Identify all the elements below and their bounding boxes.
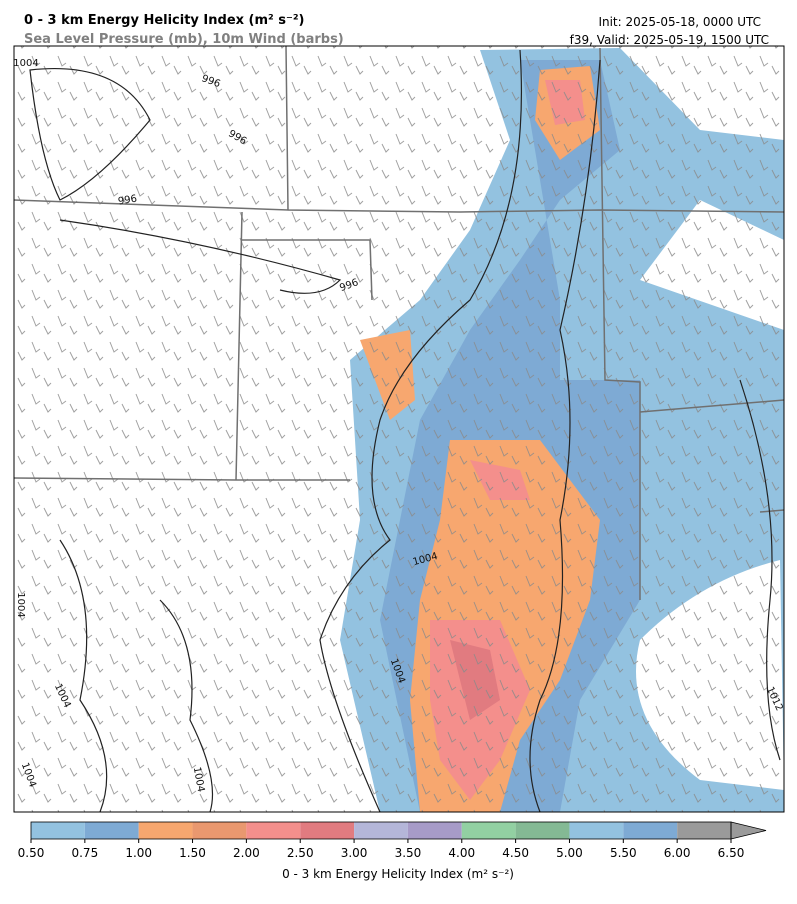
colorbar-tick-label: 1.00 xyxy=(125,846,152,860)
colorbar-label: 0 - 3 km Energy Helicity Index (m² s⁻²) xyxy=(282,867,514,881)
colorbar-extension xyxy=(730,821,767,840)
colorbar-segment xyxy=(515,822,570,839)
colorbar-segment xyxy=(354,822,408,839)
valid-time: f39, Valid: 2025-05-19, 1500 UTC xyxy=(570,33,769,47)
colorbar-tick-label: 0.75 xyxy=(71,846,98,860)
state-borders xyxy=(14,46,784,600)
colorbar-tick-label: 5.50 xyxy=(610,846,637,860)
colorbar-tick-label: 5.00 xyxy=(556,846,583,860)
colorbar-frame xyxy=(30,821,732,840)
map-frame xyxy=(13,45,785,813)
colorbar-tick-label: 4.50 xyxy=(502,846,529,860)
colorbar-segment xyxy=(677,822,731,839)
colorbar-tick-label: 2.50 xyxy=(287,846,314,860)
colorbar-segment xyxy=(623,822,678,839)
colorbar-segment xyxy=(300,822,355,839)
contour-label: 1004 xyxy=(191,766,206,793)
contour-label: 1004 xyxy=(13,58,38,69)
colorbar-tick-label: 6.50 xyxy=(718,846,745,860)
colorbar-segment xyxy=(407,822,462,839)
contour-label: 996 xyxy=(117,193,138,207)
colorbar-tick-label: 3.00 xyxy=(341,846,368,860)
colorbar-segment xyxy=(192,822,247,839)
subtitle: Sea Level Pressure (mb), 10m Wind (barbs… xyxy=(24,32,344,47)
colorbar-segment xyxy=(138,822,193,839)
colorbar-segment xyxy=(31,822,85,839)
colorbar-tick-label: 3.50 xyxy=(395,846,422,860)
colorbar-tick-label: 0.50 xyxy=(18,846,45,860)
colorbar-segment xyxy=(246,822,301,839)
pressure-contours xyxy=(29,49,781,812)
colorbar-segment xyxy=(461,822,516,839)
colorbar-tick-label: 6.00 xyxy=(664,846,691,860)
map xyxy=(14,46,784,812)
colorbar-segment xyxy=(569,822,624,839)
wind-barbs xyxy=(14,46,784,812)
colorbar-segment xyxy=(84,822,139,839)
colorbar-tick-label: 1.50 xyxy=(179,846,206,860)
contour-label: 1004 xyxy=(15,592,26,617)
title: 0 - 3 km Energy Helicity Index (m² s⁻²) xyxy=(24,13,305,28)
colorbar-tick-label: 4.00 xyxy=(448,846,475,860)
init-time: Init: 2025-05-18, 0000 UTC xyxy=(598,15,761,29)
colorbar-tick-label: 2.00 xyxy=(233,846,260,860)
